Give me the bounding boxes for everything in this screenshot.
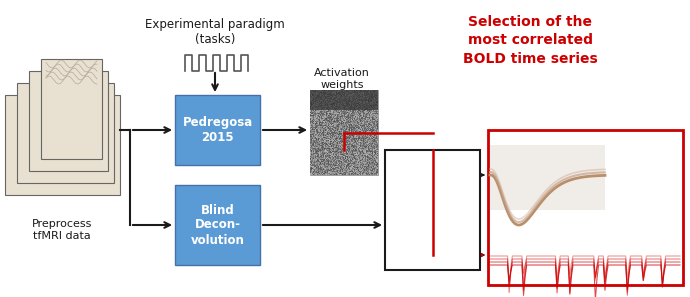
FancyBboxPatch shape — [175, 185, 260, 265]
FancyBboxPatch shape — [41, 59, 102, 159]
Bar — [488, 130, 683, 285]
Text: Preprocess
tfMRI data: Preprocess tfMRI data — [32, 219, 92, 241]
Text: Selected
HRFs: Selected HRFs — [495, 138, 544, 159]
FancyBboxPatch shape — [385, 150, 480, 270]
Text: Blind
Decon-
volution: Blind Decon- volution — [190, 203, 244, 247]
Bar — [310, 90, 378, 110]
FancyBboxPatch shape — [5, 95, 120, 195]
Bar — [310, 90, 378, 175]
Text: Selection of the
most correlated
BOLD time series: Selection of the most correlated BOLD ti… — [462, 15, 598, 66]
FancyBboxPatch shape — [29, 71, 108, 171]
Text: Selected
neural
activation
signals: Selected neural activation signals — [620, 153, 676, 198]
Bar — [490, 145, 605, 210]
Text: Activation
weights: Activation weights — [314, 68, 370, 90]
FancyBboxPatch shape — [175, 95, 260, 165]
Text: Pedregosa
2015: Pedregosa 2015 — [182, 116, 253, 144]
Text: Experimental paradigm
(tasks): Experimental paradigm (tasks) — [145, 18, 285, 46]
FancyBboxPatch shape — [17, 83, 114, 183]
